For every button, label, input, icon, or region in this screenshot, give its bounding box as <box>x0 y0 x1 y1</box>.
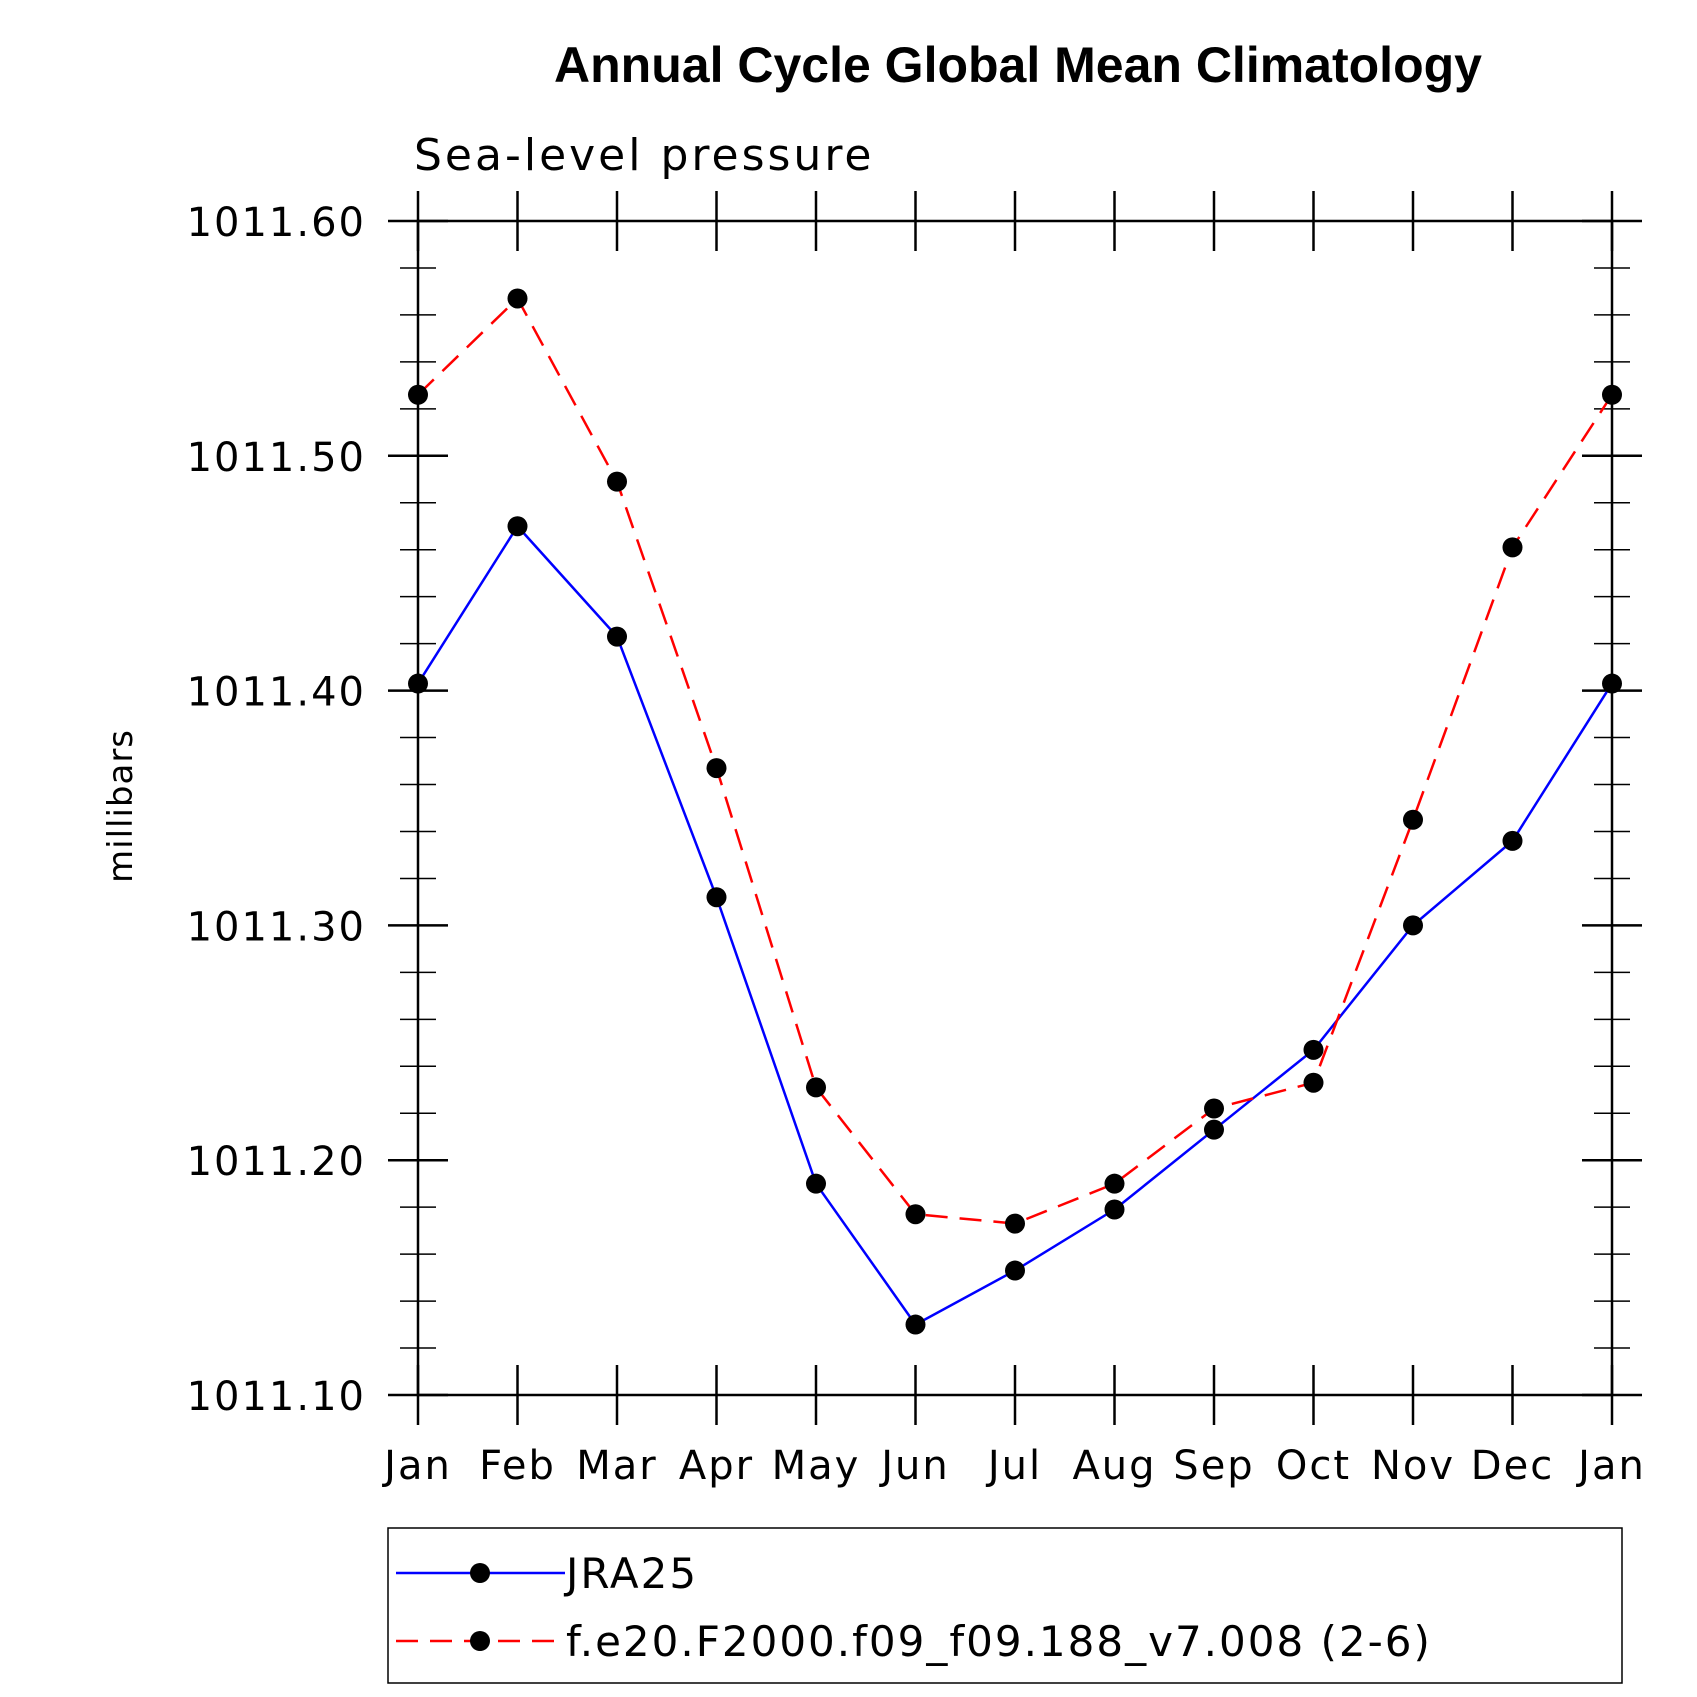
y-axis-label: millibars <box>101 729 141 883</box>
data-point-series-0 <box>806 1173 826 1194</box>
data-point-series-1 <box>1204 1098 1224 1119</box>
data-point-series-0 <box>706 887 727 908</box>
x-tick-label: May <box>772 1443 861 1489</box>
data-point-series-1 <box>1104 1173 1125 1194</box>
data-point-series-0 <box>1204 1119 1224 1140</box>
data-point-series-0 <box>1104 1199 1125 1220</box>
data-point-series-0 <box>607 626 627 647</box>
data-point-series-1 <box>905 1204 926 1225</box>
legend-label-model: f.e20.F2000.f09_f09.188_v7.008 (2-6) <box>566 1617 1432 1666</box>
chart-subtitle: Sea-level pressure <box>414 130 875 181</box>
x-axis-ticks: Jan Feb Mar Apr May Jun Jul Aug Sep Oct Nov Dec Jan <box>381 191 1646 1489</box>
data-point-series-1 <box>1602 384 1622 405</box>
data-point-series-1 <box>1403 809 1423 830</box>
data-point-series-0 <box>1502 830 1523 851</box>
data-point-series-0 <box>1602 673 1622 694</box>
data-point-series-1 <box>408 384 428 405</box>
data-point-series-1 <box>706 758 727 779</box>
data-point-series-0 <box>1403 915 1423 936</box>
data-point-series-0 <box>905 1314 926 1335</box>
legend-marker-jra25 <box>470 1563 490 1583</box>
x-tick-label: Jan <box>1575 1443 1646 1489</box>
x-tick-label: Nov <box>1371 1443 1455 1489</box>
legend-label-jra25: JRA25 <box>563 1549 698 1598</box>
x-tick-label: Sep <box>1173 1443 1254 1489</box>
legend: JRA25 f.e20.F2000.f09_f09.188_v7.008 (2-… <box>387 1527 1623 1684</box>
series-layer <box>408 288 1622 1335</box>
x-tick-label: Mar <box>576 1443 657 1489</box>
data-point-series-1 <box>1005 1213 1025 1234</box>
x-tick-label: Jan <box>381 1443 452 1489</box>
series-line-1 <box>417 296 1614 1225</box>
data-point-series-1 <box>1502 537 1523 558</box>
y-axis-ticks: 1011.10 1011.20 1011.30 1011.40 1011.50 1011.… <box>187 200 1642 1420</box>
legend-marker-model <box>470 1631 490 1651</box>
data-point-series-0 <box>1005 1260 1025 1281</box>
x-tick-label: Aug <box>1072 1443 1156 1489</box>
x-tick-label: Jun <box>878 1443 950 1489</box>
data-point-series-0 <box>1303 1039 1324 1060</box>
data-point-series-1 <box>806 1077 826 1098</box>
y-tick-label: 1011.20 <box>187 1139 366 1185</box>
x-tick-label: Apr <box>679 1443 754 1489</box>
y-tick-label: 1011.40 <box>187 670 366 716</box>
chart-title: Annual Cycle Global Mean Climatology <box>554 37 1482 93</box>
x-tick-label: Feb <box>479 1443 556 1489</box>
data-point-series-0 <box>408 673 428 694</box>
x-tick-label: Jul <box>985 1443 1042 1489</box>
data-point-series-1 <box>607 471 627 492</box>
legend-box <box>387 1527 1623 1684</box>
x-tick-label: Oct <box>1276 1443 1351 1489</box>
x-tick-label: Dec <box>1471 1443 1554 1489</box>
data-point-series-0 <box>507 516 528 537</box>
y-tick-label: 1011.30 <box>187 904 366 950</box>
y-tick-label: 1011.60 <box>187 200 366 246</box>
y-tick-label: 1011.50 <box>187 435 366 481</box>
data-point-series-1 <box>507 288 528 309</box>
series-line-0 <box>416 524 1614 1327</box>
y-tick-label: 1011.10 <box>187 1374 366 1420</box>
data-point-series-1 <box>1303 1072 1324 1093</box>
